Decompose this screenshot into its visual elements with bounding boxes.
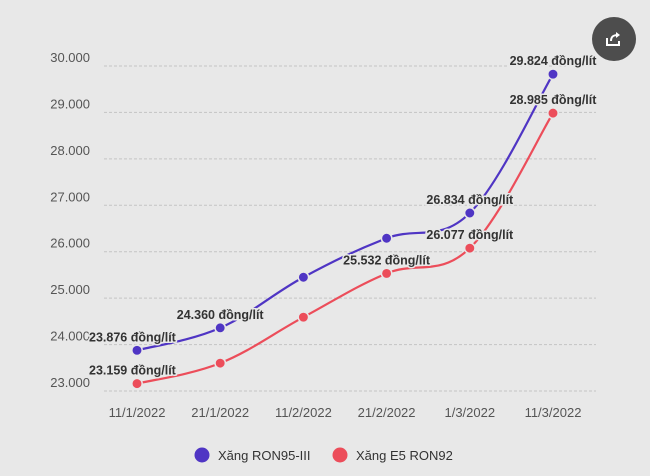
legend-item[interactable]: Xăng RON95-III xyxy=(194,447,311,464)
data-label: 24.360 đồng/lít xyxy=(177,308,265,322)
data-point[interactable] xyxy=(380,232,393,245)
y-tick-label: 23.000 xyxy=(50,375,90,390)
y-tick-label: 26.000 xyxy=(50,236,90,251)
data-label: 23.876 đồng/lít xyxy=(89,330,177,344)
x-tick-label: 11/3/2022 xyxy=(525,405,582,420)
x-tick-label: 21/1/2022 xyxy=(191,405,249,420)
x-tick-label: 11/2/2022 xyxy=(275,405,332,420)
data-label: 25.532 đồng/lít xyxy=(343,253,431,267)
y-tick-label: 28.000 xyxy=(50,143,90,158)
legend-item[interactable]: Xăng E5 RON92 xyxy=(332,447,453,464)
data-point[interactable] xyxy=(463,242,476,255)
series-lines xyxy=(131,68,559,390)
legend-label: Xăng RON95-III xyxy=(218,448,311,463)
x-tick-label: 21/2/2022 xyxy=(358,405,416,420)
data-point[interactable] xyxy=(463,207,476,219)
legend-label: Xăng E5 RON92 xyxy=(356,448,453,463)
y-tick-label: 29.000 xyxy=(50,96,90,111)
y-axis-ticks: 23.000 24.000 25.000 26.000 27.000 28.000 29.0… xyxy=(50,50,90,390)
legend-marker xyxy=(332,447,348,463)
data-point[interactable] xyxy=(297,271,310,284)
data-point[interactable] xyxy=(131,377,143,390)
legend-marker xyxy=(194,447,210,463)
share-icon xyxy=(606,32,620,46)
data-point[interactable] xyxy=(547,107,559,120)
data-label: 26.834 đồng/lít xyxy=(426,193,514,207)
y-tick-label: 27.000 xyxy=(50,189,90,204)
data-label: 23.159 đồng/lít xyxy=(89,364,177,378)
data-point[interactable] xyxy=(380,267,393,280)
data-point[interactable] xyxy=(214,321,227,334)
x-axis-ticks: 11/1/2022 21/1/2022 11/2/2022 21/2/2022 1/3/… xyxy=(109,405,582,420)
data-point[interactable] xyxy=(214,357,227,370)
data-point[interactable] xyxy=(547,68,559,81)
data-label: 28.985 đồng/lít xyxy=(510,93,598,107)
data-point[interactable] xyxy=(297,311,310,324)
data-point[interactable] xyxy=(131,344,143,357)
y-tick-label: 30.000 xyxy=(50,50,90,65)
x-tick-label: 1/3/2022 xyxy=(444,405,495,420)
share-button[interactable] xyxy=(592,17,636,61)
legend[interactable]: Xăng RON95-III Xăng E5 RON92 xyxy=(194,447,453,464)
grid-lines xyxy=(104,65,596,392)
x-tick-label: 11/1/2022 xyxy=(109,405,166,420)
y-tick-label: 25.000 xyxy=(50,282,90,297)
data-label: 26.077 đồng/lít xyxy=(426,228,514,242)
y-tick-label: 24.000 xyxy=(50,329,90,344)
data-label: 29.824 đồng/lít xyxy=(510,54,598,68)
